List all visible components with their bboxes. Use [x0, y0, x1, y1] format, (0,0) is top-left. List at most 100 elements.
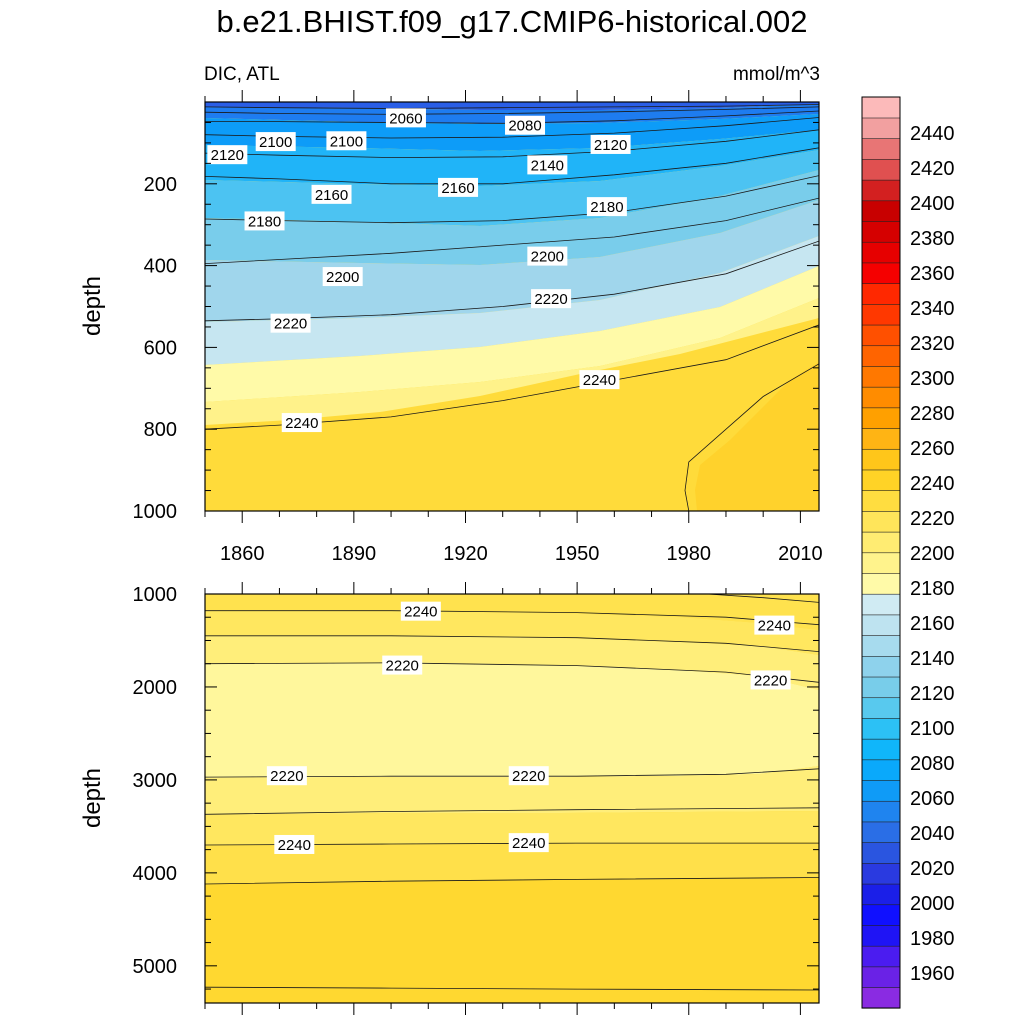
contour-line-2160 [205, 147, 819, 185]
colorbar-swatch [861, 138, 901, 160]
colorbar-label: 2040 [910, 823, 955, 845]
contour-label-box [508, 833, 549, 853]
contour-label-box [586, 197, 627, 217]
colorbar-swatch [861, 386, 901, 409]
colorbar-label: 2380 [910, 228, 955, 250]
contour-label-2220: 2220 [266, 766, 307, 786]
y-tick-label: 1000 [133, 501, 178, 523]
contour-line-2230 [205, 807, 819, 815]
contour-line-2250 [205, 877, 819, 885]
contour-label-text: 2080 [508, 118, 541, 135]
upper-panel-y-ticks: 200 400 600 800 1000 [133, 101, 819, 523]
contour-label-2240: 2240 [281, 413, 322, 433]
contour-label-text: 2120 [211, 147, 244, 164]
contour-line-2200 [205, 197, 819, 264]
contour-label-2200: 2200 [322, 267, 363, 287]
band-2210-2220 [205, 662, 819, 778]
contour-label-box [207, 145, 248, 165]
contour-line-2240 [205, 324, 819, 430]
colorbar-label: 2100 [910, 718, 955, 740]
contour-label-text: 2240 [758, 618, 791, 635]
contour-label-text: 2220 [270, 768, 303, 785]
band-2060-2080 [205, 104, 819, 124]
contour-label-2240: 2240 [400, 601, 441, 621]
contour-line-2260 [707, 594, 819, 603]
contour-label-2180: 2180 [586, 197, 627, 217]
contour-label-2120: 2120 [590, 134, 631, 154]
colorbar-swatch [861, 407, 901, 429]
band-2240-2260 [205, 318, 819, 511]
colorbar-swatch [861, 862, 901, 885]
band-2200-2210 [205, 266, 819, 402]
contour-label-2240: 2240 [274, 834, 315, 854]
contour-label-box [382, 655, 423, 675]
contour-label-2140: 2140 [527, 155, 568, 175]
contour-label-box [270, 313, 311, 333]
contour-label-2120: 2120 [207, 145, 248, 165]
colorbar-swatch [861, 552, 901, 574]
x-tick-label: 2010 [778, 543, 823, 565]
contour-label-text: 2200 [326, 269, 359, 286]
contour-label-2100: 2100 [255, 132, 296, 152]
colorbar-swatch [861, 448, 901, 471]
colorbar-label: 2420 [910, 158, 955, 180]
colorbar-swatch [861, 945, 901, 968]
colorbar-label: 2140 [910, 648, 955, 670]
contour-line-2260 [684, 363, 819, 511]
colorbar-swatch [861, 635, 901, 657]
contour-label-text: 2240 [404, 604, 437, 621]
contour-label-box [400, 601, 441, 621]
colorbar-label: 2060 [910, 788, 955, 810]
subtitle-units: mmol/m^3 [732, 64, 820, 85]
contour-label-box [508, 766, 549, 786]
colorbar-label: 2440 [910, 123, 955, 145]
band-2240-2250-deep [205, 842, 819, 884]
band-2210-2220 [205, 298, 819, 433]
x-tick-label: 1920 [443, 543, 488, 565]
contour-label-text: 2120 [594, 137, 627, 154]
colorbar-swatch [861, 96, 901, 119]
contour-label-text: 2180 [590, 199, 623, 216]
colorbar-label: 2000 [910, 893, 955, 915]
contour-label-box [579, 370, 620, 390]
colorbar-swatch [861, 365, 901, 388]
colorbar-swatch [861, 303, 901, 326]
contour-label-box [531, 289, 572, 309]
colorbar-label: 2300 [910, 368, 955, 390]
contour-label-text: 2220 [386, 658, 419, 675]
colorbar-label: 1960 [910, 963, 955, 985]
colorbar-swatch [861, 283, 901, 305]
contour-label-2220: 2220 [508, 766, 549, 786]
contour-label-box [590, 134, 631, 154]
colorbar-swatch [861, 614, 901, 636]
colorbar-swatch [861, 490, 901, 512]
contour-label-text: 2140 [531, 157, 564, 174]
contour-label-box [527, 246, 568, 266]
contour-label-text: 2240 [278, 837, 311, 854]
colorbar-swatch [861, 842, 901, 864]
contour-label-box [505, 115, 546, 135]
upper-panel-contour-labels: 2060 2080 2100 2100 2120 2120 2140 2160 2160 2180… [207, 108, 631, 433]
contour-label-text: 2060 [389, 110, 422, 127]
contour-label-2180: 2180 [244, 211, 285, 231]
contour-label-text: 2160 [441, 180, 474, 197]
upper-panel-x-ticks: 1860 1890 1920 1950 1980 2010 [204, 90, 823, 565]
colorbar-swatch [861, 759, 901, 781]
x-tick-label: 1980 [667, 543, 712, 565]
colorbar-label: 2260 [910, 438, 955, 460]
colorbar-swatch [861, 717, 901, 740]
colorbar-swatch [861, 821, 901, 843]
colorbar-swatch [861, 655, 901, 678]
contour-label-text: 2220 [274, 316, 307, 333]
contour-label-2080: 2080 [505, 115, 546, 135]
lower-panel: 2240 2240 2220 2220 2220 2220 2240 2240 1000 200… [79, 582, 820, 1015]
colorbar-swatch [861, 262, 901, 284]
contour-line-2080 [205, 106, 819, 115]
band-2230-2240-deep [205, 811, 819, 845]
contour-label-text: 2100 [330, 133, 363, 150]
contour-label-text: 2220 [754, 672, 787, 689]
contour-label-2220: 2220 [750, 670, 791, 690]
colorbar-label: 2340 [910, 298, 955, 320]
y-tick-label: 4000 [133, 863, 178, 885]
x-tick-label: 1860 [220, 543, 265, 565]
